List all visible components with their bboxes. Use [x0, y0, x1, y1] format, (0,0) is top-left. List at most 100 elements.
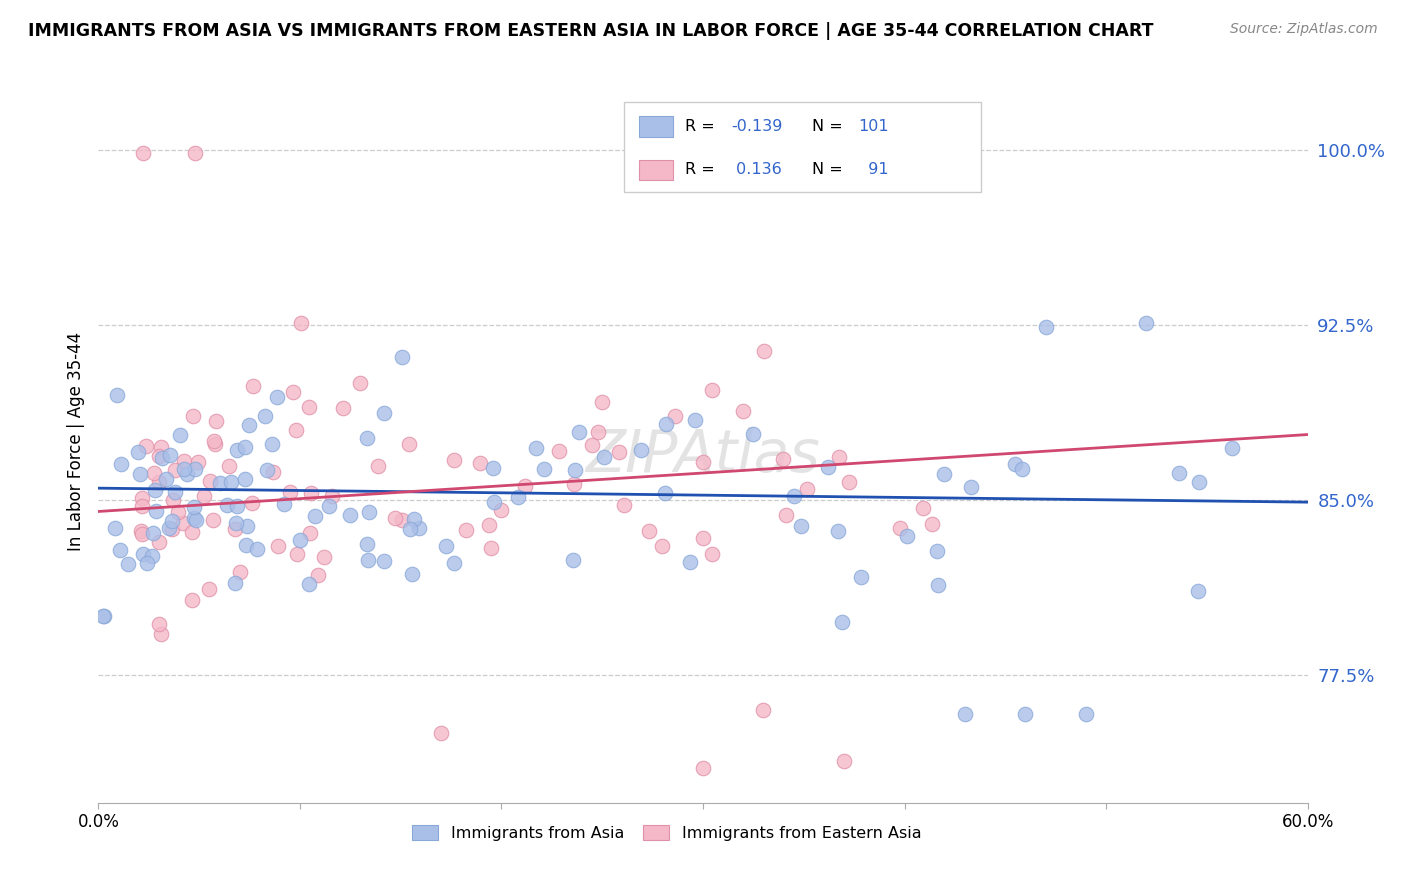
Point: [105, 388, 128, 402]
Point: [357, 506, 380, 520]
Point: [932, 467, 955, 482]
Point: [181, 593, 204, 607]
Point: [142, 466, 165, 480]
Point: [166, 504, 188, 518]
Point: [1188, 475, 1211, 489]
Point: [679, 555, 702, 569]
Point: [173, 462, 195, 476]
Point: [831, 615, 853, 629]
Point: [581, 437, 603, 451]
Point: [155, 473, 177, 487]
Point: [391, 513, 413, 527]
Point: [238, 417, 260, 432]
Point: [240, 496, 263, 510]
Point: [233, 440, 256, 454]
Point: [655, 417, 678, 431]
Point: [593, 450, 616, 464]
Point: [163, 484, 186, 499]
Point: [562, 476, 585, 491]
Point: [307, 568, 329, 582]
Point: [692, 531, 714, 545]
Point: [127, 445, 149, 459]
Point: [235, 472, 257, 486]
Point: [145, 504, 167, 518]
Point: [260, 437, 283, 451]
Point: [692, 455, 714, 469]
Point: [318, 499, 340, 513]
Point: [110, 457, 132, 471]
Point: [129, 467, 152, 481]
Point: [224, 522, 246, 536]
Point: [225, 516, 247, 531]
Point: [398, 437, 420, 451]
Point: [692, 761, 714, 775]
Point: [478, 518, 501, 533]
Point: [548, 444, 571, 458]
Point: [225, 443, 247, 458]
Point: [607, 445, 630, 459]
Legend: Immigrants from Asia, Immigrants from Eastern Asia: Immigrants from Asia, Immigrants from Ea…: [405, 817, 929, 849]
Point: [117, 558, 139, 572]
Point: [775, 508, 797, 522]
Point: [927, 577, 949, 591]
Point: [1004, 458, 1026, 472]
Point: [896, 529, 918, 543]
Point: [278, 484, 301, 499]
Point: [148, 475, 170, 489]
Point: [266, 540, 288, 554]
Point: [484, 495, 506, 509]
Point: [242, 379, 264, 393]
Point: [159, 448, 181, 462]
Point: [149, 440, 172, 454]
Point: [468, 456, 491, 470]
Point: [298, 526, 321, 541]
Point: [733, 404, 755, 418]
Point: [1014, 707, 1036, 722]
Point: [273, 497, 295, 511]
Point: [163, 462, 186, 476]
Point: [157, 521, 180, 535]
Point: [332, 401, 354, 415]
Point: [173, 454, 195, 468]
Point: [143, 483, 166, 498]
Point: [491, 502, 513, 516]
Text: N =: N =: [811, 119, 848, 134]
FancyBboxPatch shape: [624, 102, 981, 193]
Point: [404, 512, 426, 526]
Text: N =: N =: [811, 162, 848, 178]
Point: [817, 459, 839, 474]
Point: [184, 145, 207, 160]
Point: [183, 500, 205, 515]
Point: [288, 533, 311, 547]
Point: [408, 521, 430, 535]
Point: [285, 423, 308, 437]
Point: [208, 475, 231, 490]
Point: [853, 145, 876, 160]
Point: [921, 517, 943, 532]
Text: -0.139: -0.139: [731, 119, 782, 134]
Point: [443, 557, 465, 571]
Point: [262, 465, 284, 479]
Point: [204, 414, 226, 428]
Point: [454, 523, 477, 537]
Point: [224, 576, 246, 591]
Point: [204, 437, 226, 451]
Point: [613, 498, 636, 512]
Y-axis label: In Labor Force | Age 35-44: In Labor Force | Age 35-44: [66, 332, 84, 551]
Point: [1222, 441, 1244, 455]
Point: [384, 511, 406, 525]
Point: [479, 541, 502, 555]
Point: [229, 565, 252, 579]
Point: [683, 413, 706, 427]
Point: [912, 500, 935, 515]
Point: [297, 576, 319, 591]
Point: [849, 569, 872, 583]
Point: [299, 485, 322, 500]
Text: 0.136: 0.136: [731, 162, 782, 178]
Point: [290, 316, 312, 330]
Point: [176, 467, 198, 482]
Point: [219, 475, 242, 489]
Point: [373, 554, 395, 568]
Point: [131, 527, 153, 541]
Point: [236, 519, 259, 533]
